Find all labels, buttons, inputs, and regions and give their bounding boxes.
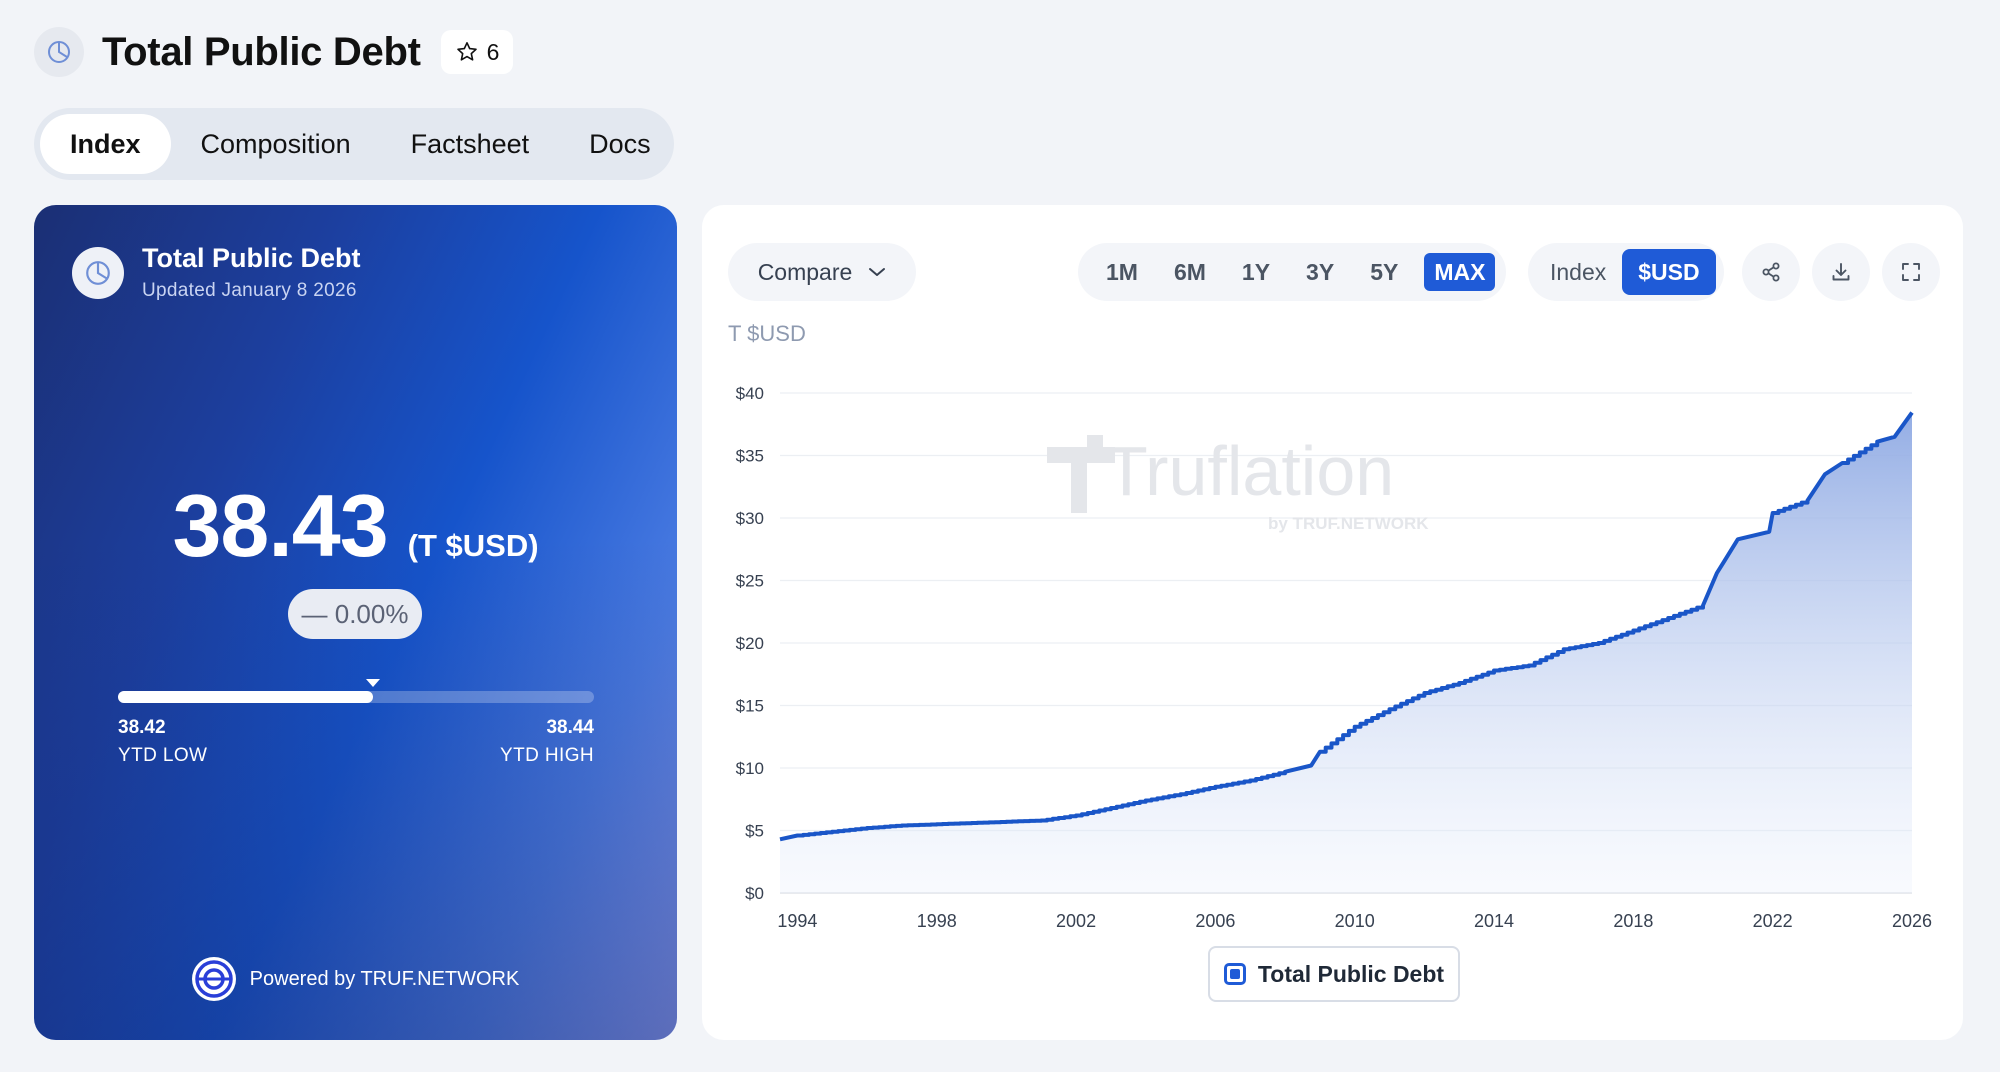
tab-docs[interactable]: Docs xyxy=(589,128,651,159)
pie-chart-icon xyxy=(34,27,84,77)
pie-chart-icon xyxy=(72,246,124,299)
ytd-low-label: YTD LOW xyxy=(118,745,208,766)
fullscreen-button[interactable] xyxy=(1882,243,1940,301)
y-tick-label: $40 xyxy=(736,384,764,403)
range-3y-button[interactable]: 3Y xyxy=(1306,258,1335,285)
watermark-subtext: by TRUF.NETWORK xyxy=(1268,514,1429,533)
legend-swatch xyxy=(1223,963,1246,985)
updated-date: Updated January 8 2026 xyxy=(142,280,357,301)
debt-chart: Truflation by TRUF.NETWORK $0 $5 $10 $15 $20 $… xyxy=(736,384,1932,931)
share-icon xyxy=(1762,262,1780,282)
x-tick-label: 2006 xyxy=(1195,911,1235,931)
y-axis-unit-label: T $USD xyxy=(728,321,806,346)
series-area xyxy=(780,412,1912,893)
page-title: Total Public Debt xyxy=(102,29,421,74)
x-tick-label: 2022 xyxy=(1753,911,1793,931)
y-tick-label: $15 xyxy=(736,697,764,716)
value-number: 38.43 xyxy=(172,476,388,575)
x-tick-label: 2014 xyxy=(1474,911,1514,931)
x-tick-label: 2010 xyxy=(1335,911,1375,931)
ytd-high-label: YTD HIGH xyxy=(500,745,594,766)
y-tick-label: $35 xyxy=(736,447,764,466)
y-tick-label: $20 xyxy=(736,634,764,653)
star-icon xyxy=(456,42,477,61)
truf-network-logo-icon xyxy=(191,957,236,1001)
tab-index[interactable]: Index xyxy=(40,114,171,174)
chart-card: Compare 1M 6M 1Y 3Y 5Y MAX Index $USD T … xyxy=(702,205,1963,1040)
range-max-button[interactable]: MAX xyxy=(1424,253,1496,291)
powered-by-label: Powered by TRUF.NETWORK xyxy=(249,967,520,990)
compare-label: Compare xyxy=(757,258,853,285)
share-button[interactable] xyxy=(1742,243,1800,301)
fullscreen-icon xyxy=(1902,263,1920,281)
range-6m-button[interactable]: 6M xyxy=(1173,258,1206,285)
ytd-current-marker xyxy=(365,679,380,687)
ytd-range-fill xyxy=(118,691,373,703)
x-tick-label: 1998 xyxy=(917,911,957,931)
download-button[interactable] xyxy=(1812,243,1870,301)
x-tick-label: 2026 xyxy=(1892,911,1932,931)
summary-card: Total Public Debt Updated January 8 2026… xyxy=(34,205,677,1040)
ytd-range: 38.42 YTD LOW 38.44 YTD HIGH xyxy=(118,679,594,767)
range-1m-button[interactable]: 1M xyxy=(1106,258,1138,285)
change-badge: — 0.00% xyxy=(288,589,422,639)
tab-factsheet[interactable]: Factsheet xyxy=(410,128,530,159)
range-1y-button[interactable]: 1Y xyxy=(1241,258,1271,285)
y-tick-label: $30 xyxy=(736,509,764,528)
series-line xyxy=(779,411,1914,842)
x-tick-label: 2018 xyxy=(1613,911,1653,931)
current-value: 38.43 (T $USD) xyxy=(34,475,677,577)
watermark-text: Truflation xyxy=(1105,432,1394,510)
truflation-watermark-icon xyxy=(1047,435,1115,513)
favorite-button[interactable]: 6 xyxy=(440,30,514,74)
range-5y-button[interactable]: 5Y xyxy=(1370,258,1399,285)
legend-item-total-public-debt[interactable]: Total Public Debt xyxy=(1208,946,1460,1002)
value-unit: (T $USD) xyxy=(407,528,539,563)
ytd-high-value: 38.44 xyxy=(546,717,594,738)
star-count: 6 xyxy=(486,38,500,65)
x-tick-label: 1994 xyxy=(777,911,817,931)
compare-dropdown[interactable]: Compare xyxy=(728,243,916,301)
powered-by[interactable]: Powered by TRUF.NETWORK xyxy=(34,957,677,1001)
ytd-low-value: 38.42 xyxy=(118,717,166,738)
y-tick-label: $0 xyxy=(745,884,764,903)
tab-composition[interactable]: Composition xyxy=(200,128,351,159)
x-tick-label: 2002 xyxy=(1056,911,1096,931)
y-tick-label: $5 xyxy=(745,822,764,841)
chevron-down-icon xyxy=(869,268,886,276)
legend-label: Total Public Debt xyxy=(1257,960,1445,987)
page-header: Total Public Debt 6 xyxy=(34,26,514,78)
y-tick-label: $25 xyxy=(736,572,764,591)
time-range-selector: 1M 6M 1Y 3Y 5Y MAX xyxy=(1078,243,1506,301)
ytd-range-track xyxy=(118,679,594,703)
mode-usd-button[interactable]: $USD xyxy=(1622,249,1716,295)
download-icon xyxy=(1832,263,1850,281)
summary-title: Total Public Debt xyxy=(142,243,361,273)
y-tick-label: $10 xyxy=(736,759,764,778)
tab-bar: Index Composition Factsheet Docs xyxy=(34,108,674,180)
unit-toggle: Index $USD xyxy=(1528,243,1724,301)
mode-index-button[interactable]: Index xyxy=(1550,258,1607,285)
